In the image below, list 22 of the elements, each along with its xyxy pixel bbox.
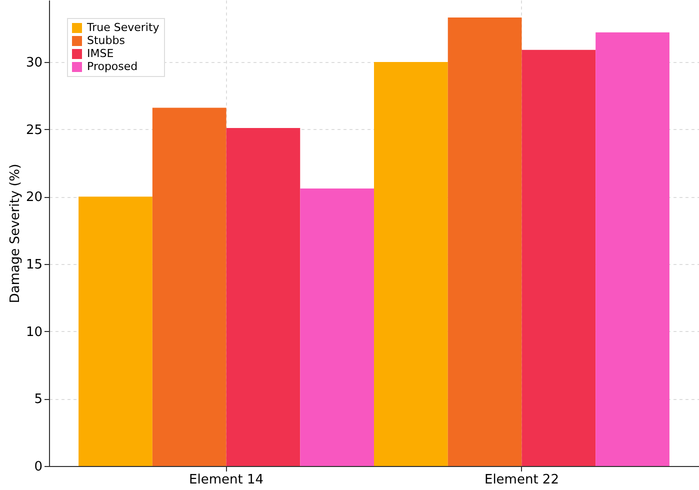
bar [78, 196, 152, 466]
y-tick-label: 10 [26, 324, 42, 340]
bar [226, 128, 300, 466]
legend-label: Stubbs [87, 34, 126, 47]
x-tick-label: Element 22 [484, 472, 559, 488]
y-tick-label: 15 [26, 257, 42, 272]
legend-label: True Severity [86, 21, 160, 34]
y-tick-label: 30 [26, 55, 42, 70]
bar [522, 50, 596, 466]
bar [152, 108, 226, 466]
y-tick-label: 5 [34, 392, 42, 408]
legend-label: Proposed [87, 60, 138, 73]
bar [300, 188, 374, 466]
y-tick-label: 25 [26, 122, 42, 138]
y-tick-label: 0 [34, 460, 42, 474]
bar [596, 32, 670, 466]
x-tick-label: Element 14 [189, 472, 264, 488]
legend-label: IMSE [87, 47, 114, 60]
y-axis-title: Damage Severity (%) [8, 164, 23, 304]
y-tick-label: 20 [26, 190, 42, 206]
bar [448, 18, 522, 466]
bar [374, 62, 448, 466]
